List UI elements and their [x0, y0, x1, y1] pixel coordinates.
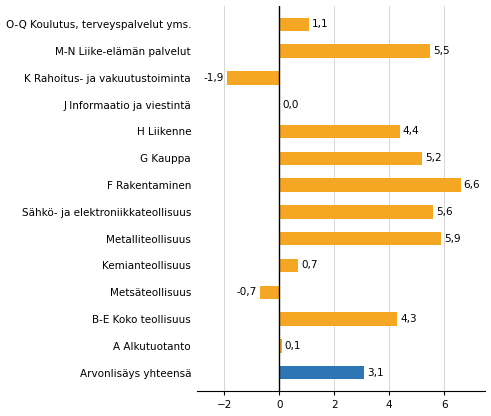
Text: 5,2: 5,2: [425, 153, 441, 163]
Bar: [279, 205, 433, 218]
Bar: [279, 312, 397, 326]
Text: 5,9: 5,9: [444, 234, 461, 244]
Text: 5,6: 5,6: [436, 207, 453, 217]
Bar: [279, 151, 422, 165]
Bar: [279, 232, 441, 245]
Text: 0,0: 0,0: [282, 100, 298, 110]
Bar: [279, 178, 461, 192]
Bar: [227, 71, 279, 84]
Text: 5,5: 5,5: [433, 46, 450, 56]
Bar: [279, 125, 400, 138]
Text: 0,7: 0,7: [301, 260, 318, 270]
Bar: [279, 366, 364, 379]
Text: 4,3: 4,3: [400, 314, 417, 324]
Text: 0,1: 0,1: [285, 341, 301, 351]
Text: 6,6: 6,6: [464, 180, 480, 190]
Text: -1,9: -1,9: [204, 73, 224, 83]
Bar: [279, 259, 299, 272]
Bar: [279, 339, 282, 353]
Text: -0,7: -0,7: [237, 287, 257, 297]
Text: 3,1: 3,1: [367, 368, 384, 378]
Bar: [279, 45, 431, 58]
Bar: [279, 17, 309, 31]
Bar: [260, 285, 279, 299]
Text: 1,1: 1,1: [312, 19, 329, 29]
Text: 4,4: 4,4: [403, 126, 419, 136]
